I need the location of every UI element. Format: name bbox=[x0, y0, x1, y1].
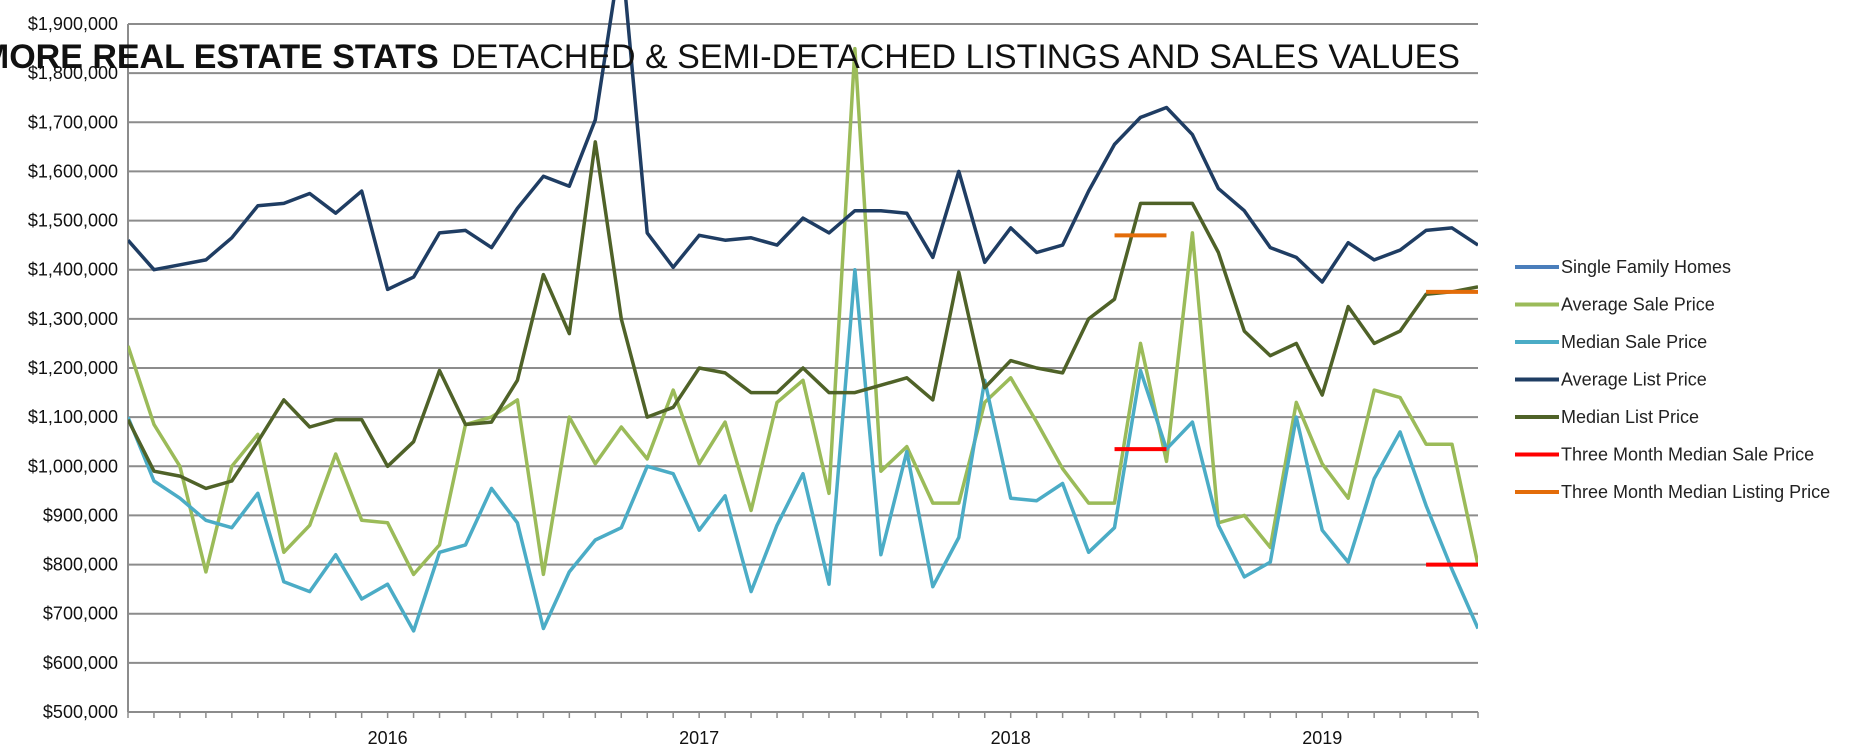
legend-label-single-family-homes: Single Family Homes bbox=[1561, 257, 1731, 277]
x-axis: 2016 2017 2018 2019 bbox=[127, 24, 1479, 748]
y-axis-ticks: $500,000 $600,000 $700,000 $800,000 $900,000… bbox=[28, 14, 118, 722]
three-month-segments bbox=[1114, 233, 1478, 567]
x-year-label: 2017 bbox=[679, 728, 719, 748]
y-tick-label: $1,300,000 bbox=[28, 309, 118, 329]
x-year-label: 2019 bbox=[1302, 728, 1342, 748]
series-line-median-sale-price bbox=[128, 267, 1478, 633]
chart-title: CANMORE REAL ESTATE STATS DETACHED & SEM… bbox=[0, 38, 1460, 76]
chart-title-main: CANMORE REAL ESTATE STATS bbox=[0, 38, 439, 76]
legend-label-three-month-median-sale-price: Three Month Median Sale Price bbox=[1561, 445, 1814, 465]
y-tick-label: $500,000 bbox=[43, 702, 118, 722]
legend-label-median-sale-price: Median Sale Price bbox=[1561, 332, 1707, 352]
legend-label-three-month-median-listing-price: Three Month Median Listing Price bbox=[1561, 482, 1830, 502]
x-year-label: 2016 bbox=[368, 728, 408, 748]
grid-lines bbox=[128, 23, 1478, 713]
y-tick-label: $1,700,000 bbox=[28, 112, 118, 132]
y-tick-label: $1,500,000 bbox=[28, 211, 118, 231]
y-tick-label: $1,400,000 bbox=[28, 260, 118, 280]
y-tick-label: $600,000 bbox=[43, 653, 118, 673]
x-year-label: 2018 bbox=[991, 728, 1031, 748]
y-tick-label: $1,600,000 bbox=[28, 161, 118, 181]
legend: Single Family Homes Average Sale Price Med… bbox=[1515, 257, 1830, 502]
series-line-median-list-price bbox=[128, 140, 1478, 491]
y-tick-label: $1,100,000 bbox=[28, 407, 118, 427]
legend-label-average-list-price: Average List Price bbox=[1561, 370, 1707, 390]
y-tick-label: $900,000 bbox=[43, 505, 118, 525]
y-tick-label: $700,000 bbox=[43, 604, 118, 624]
y-tick-label: $800,000 bbox=[43, 555, 118, 575]
legend-label-average-sale-price: Average Sale Price bbox=[1561, 295, 1715, 315]
series-line-average-list-price bbox=[128, 0, 1478, 292]
chart-subtitle: DETACHED & SEMI-DETACHED LISTINGS AND SA… bbox=[451, 38, 1460, 76]
series-line-average-sale-price bbox=[128, 46, 1478, 577]
series-lines bbox=[128, 0, 1478, 633]
y-tick-label: $1,800,000 bbox=[28, 63, 118, 83]
y-tick-label: $1,900,000 bbox=[28, 14, 118, 34]
y-tick-label: $1,200,000 bbox=[28, 358, 118, 378]
legend-label-median-list-price: Median List Price bbox=[1561, 407, 1699, 427]
y-tick-label: $1,000,000 bbox=[28, 456, 118, 476]
